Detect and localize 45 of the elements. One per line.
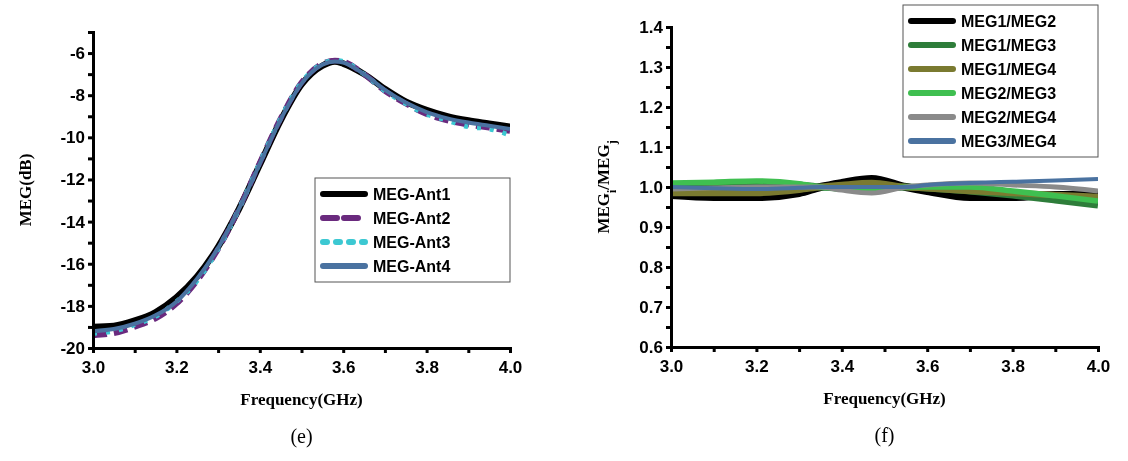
y-axis-title: MEG(dB) [16,153,35,227]
y-tick-label: 0.7 [639,297,663,317]
x-tick-label: 3.6 [331,358,356,377]
line-series [671,177,1098,191]
y-tick-label: -8 [69,86,85,106]
x-tick-label: 3.2 [745,357,769,376]
y-tick-label: 1.1 [639,137,663,157]
text: (f) [874,424,895,447]
y-tick-label: -16 [60,254,85,274]
x-tick-label: 3.4 [830,357,855,376]
x-tick-label: 3.8 [1001,357,1025,376]
y-tick-label: 0.6 [639,337,663,357]
y-tick-label: -6 [69,44,85,64]
x-tick-label: 3.4 [248,358,273,377]
x-axis-title: Frequency(GHz) [823,389,946,408]
x-tick-label: 4.0 [1086,357,1111,376]
y-tick-label: 1.4 [639,17,664,37]
y-tick-label: -20 [60,338,85,358]
legend-label: MEG-Ant4 [373,258,451,275]
legend-label: MEG-Ant3 [373,234,451,251]
legend-label: MEG1/MEG4 [961,61,1057,78]
legend-label: MEG3/MEG4 [961,133,1057,150]
legend-label: MEG1/MEG3 [961,37,1057,54]
legend-label: MEG-Ant2 [373,210,451,227]
y-tick-label: -12 [60,170,85,190]
text: (e) [290,425,313,448]
legend-label: MEG1/MEG2 [961,13,1057,30]
y-tick-label: 1.3 [639,57,663,77]
x-tick-label: 3.0 [659,357,684,376]
legend-label: MEG2/MEG4 [961,109,1057,126]
x-tick-label: 3.2 [165,358,189,377]
y-tick-label: -14 [60,212,86,232]
y-tick-label: 1.2 [639,97,663,117]
y-tick-label: 0.8 [639,257,663,277]
x-axis-title: Frequency(GHz) [240,390,363,409]
x-tick-label: 3.6 [915,357,940,376]
legend-label: MEG-Ant1 [373,186,451,203]
y-tick-label: -10 [60,128,85,148]
x-tick-label: 4.0 [498,358,523,377]
y-tick-label: -18 [60,296,85,316]
y-tick-label: 0.9 [639,217,663,237]
y-tick-label: 1.0 [639,177,663,197]
x-tick-label: 3.0 [81,358,106,377]
x-tick-label: 3.8 [415,358,439,377]
legend-label: MEG2/MEG3 [961,85,1057,102]
